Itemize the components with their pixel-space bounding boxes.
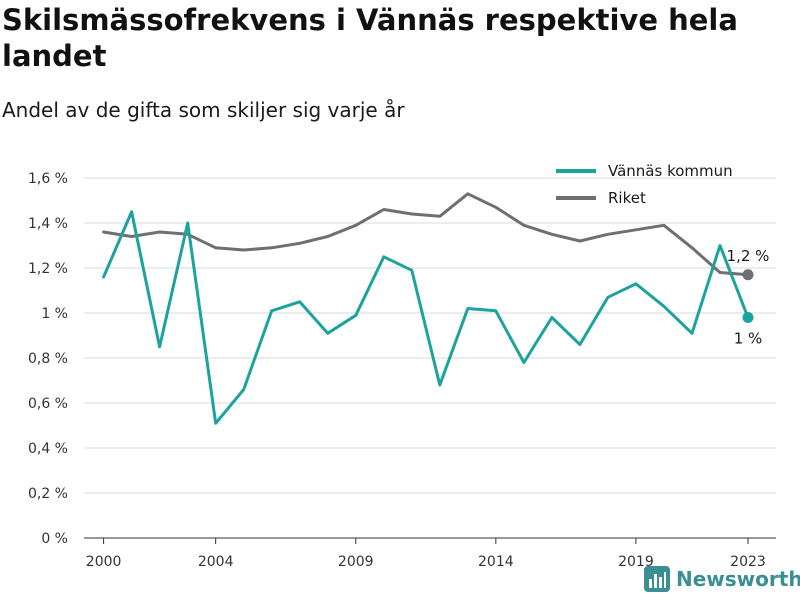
y-tick-label: 0 % xyxy=(41,531,68,547)
legend-label-0: Vännäs kommun xyxy=(608,162,733,180)
newsworthy-logo: Newsworthy xyxy=(644,566,800,592)
x-tick-label: 2009 xyxy=(338,554,374,570)
chart-title: Skilsmässofrekvens i Vännäs respektive h… xyxy=(2,3,738,73)
brand-name: Newsworthy xyxy=(676,567,800,591)
y-tick-label: 0,8 % xyxy=(28,351,68,367)
legend: Vännäs kommun Riket xyxy=(556,162,733,207)
series-end-point-1 xyxy=(742,269,754,281)
series-end-point-0 xyxy=(742,312,754,323)
x-tick-label: 2023 xyxy=(730,554,766,570)
y-axis-ticks: 0 % 0,2 % 0,4 % 0,6 % 0,8 % 1 % 1,2 % 1,4 % 1,6 … xyxy=(28,171,68,547)
legend-label-1: Riket xyxy=(608,189,646,207)
x-axis-ticks: 2000 2004 2009 2014 2019 2023 xyxy=(86,538,766,570)
series-line-0 xyxy=(102,210,750,425)
y-tick-label: 0,4 % xyxy=(28,441,68,457)
series-lines: 1,2 % 1 % xyxy=(102,192,770,425)
series-end-label-1: 1,2 % xyxy=(727,247,770,265)
y-tick-label: 1,6 % xyxy=(28,171,68,187)
bar-chart-icon xyxy=(644,566,670,592)
series-line-1 xyxy=(102,192,750,277)
y-tick-label: 1 % xyxy=(41,306,68,322)
x-tick-label: 2000 xyxy=(86,554,122,570)
x-tick-label: 2014 xyxy=(478,554,514,570)
y-tick-label: 0,2 % xyxy=(28,486,68,502)
series-end-label-0: 1 % xyxy=(734,330,763,348)
y-tick-label: 0,6 % xyxy=(28,396,68,412)
y-tick-label: 1,4 % xyxy=(28,216,68,232)
x-tick-label: 2019 xyxy=(618,554,654,570)
y-tick-label: 1,2 % xyxy=(28,261,68,277)
gridlines xyxy=(84,177,776,539)
x-tick-label: 2004 xyxy=(198,554,234,570)
chart-subtitle: Andel av de gifta som skiljer sig varje … xyxy=(2,98,405,122)
